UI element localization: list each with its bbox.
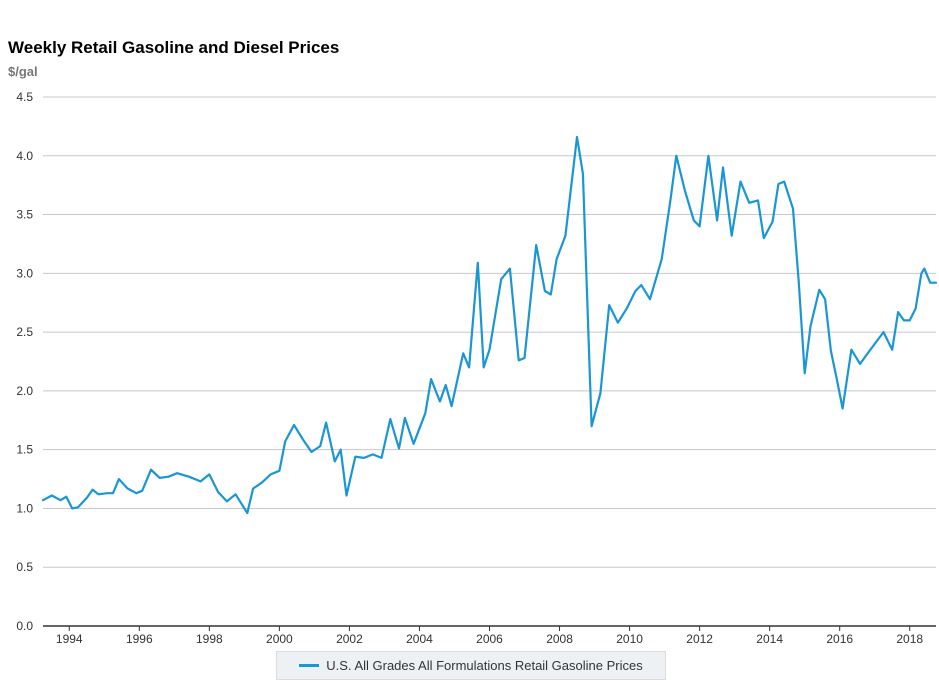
y-axis-unit-label: $/gal <box>8 64 38 79</box>
y-tick-label: 1.0 <box>16 501 33 515</box>
x-tick-label: 1994 <box>56 632 83 646</box>
x-tick-label: 2012 <box>686 632 713 646</box>
legend-series-swatch <box>299 664 320 667</box>
x-tick-label: 2002 <box>336 632 363 646</box>
x-tick-label: 2016 <box>826 632 853 646</box>
y-tick-label: 0.5 <box>16 560 33 574</box>
x-tick-label: 1996 <box>126 632 153 646</box>
x-tick-label: 2018 <box>896 632 923 646</box>
y-tick-label: 4.0 <box>16 149 33 163</box>
legend-series-label: U.S. All Grades All Formulations Retail … <box>326 658 643 673</box>
y-tick-label: 0.0 <box>16 619 33 633</box>
y-tick-label: 2.5 <box>16 325 33 339</box>
chart-legend[interactable]: U.S. All Grades All Formulations Retail … <box>276 651 666 680</box>
x-tick-label: 2006 <box>476 632 503 646</box>
x-tick-label: 2000 <box>266 632 293 646</box>
x-tick-label: 2008 <box>546 632 573 646</box>
y-tick-label: 4.5 <box>16 90 33 104</box>
x-tick-label: 2004 <box>406 632 433 646</box>
series-line <box>41 135 938 515</box>
y-tick-label: 3.0 <box>16 266 33 280</box>
y-tick-label: 2.0 <box>16 384 33 398</box>
x-tick-label: 1998 <box>196 632 223 646</box>
y-tick-label: 3.5 <box>16 208 33 222</box>
line-chart: 0.0 0.5 1.0 1.5 2.0 2.5 3.0 3.5 4.0 4.5 1994 1996 19… <box>16 90 938 646</box>
chart-title: Weekly Retail Gasoline and Diesel Prices <box>8 38 340 57</box>
x-tick-label: 2014 <box>756 632 783 646</box>
x-tick-label: 2010 <box>616 632 643 646</box>
y-tick-label: 1.5 <box>16 443 33 457</box>
